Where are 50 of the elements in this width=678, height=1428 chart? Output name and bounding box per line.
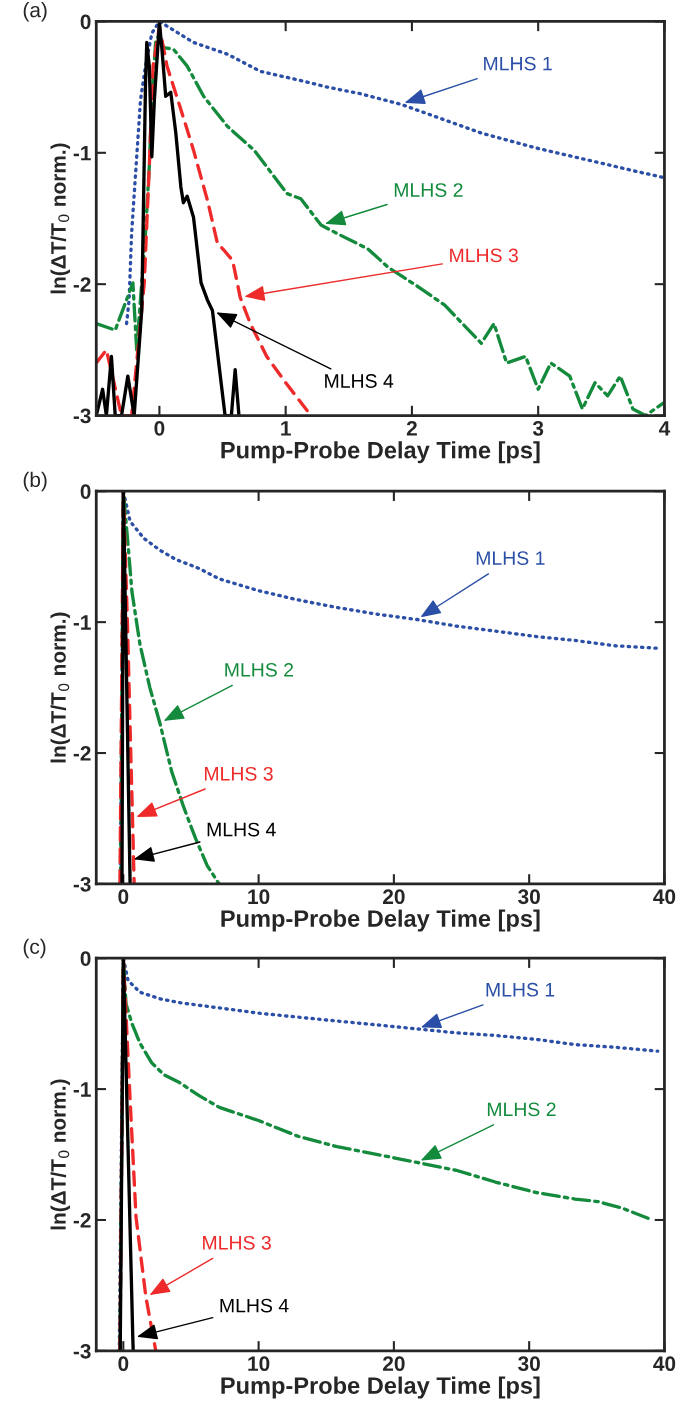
y-axis-title: ln(ΔT/T$_{0}$ norm.): [50, 1079, 70, 1230]
y-axis-title: ln(ΔT/T$_{0}$ norm.): [50, 612, 70, 763]
x-axis-title: Pump-Probe Delay Time [ps]: [221, 1376, 540, 1399]
x-tick-label: 10: [248, 1356, 270, 1372]
y-tick-label: -3: [73, 876, 91, 892]
text: MLHS 1: [476, 551, 545, 566]
text: (b): [23, 471, 47, 492]
text: MLHS 4: [220, 1298, 289, 1313]
x-tick-label: 30: [518, 889, 540, 905]
text: MLHS 2: [225, 662, 294, 677]
y-tick-label: 0: [80, 484, 91, 499]
text: MLHS 4: [207, 822, 276, 837]
text: (a): [23, 2, 47, 22]
y-tick-label: -2: [73, 277, 91, 292]
x-tick-label: 20: [383, 1356, 405, 1372]
x-tick-label: 0: [154, 420, 165, 436]
x-tick-label: 40: [653, 889, 676, 905]
x-axis-title: Pump-Probe Delay Time [ps]: [221, 441, 540, 464]
x-tick-label: 30: [518, 1356, 540, 1372]
text: MLHS 1: [484, 56, 552, 71]
text: MLHS 2: [394, 183, 463, 197]
series-label: MLHS 1: [486, 982, 555, 997]
x-tick-label: 2: [406, 420, 417, 436]
y-tick-label: -1: [73, 1082, 91, 1097]
line-series: [124, 21, 665, 326]
y-tick-label: -3: [73, 1343, 91, 1359]
text: MLHS 3: [203, 1235, 271, 1250]
text: MLHS 3: [204, 766, 273, 781]
x-tick-label: 0: [118, 1356, 129, 1372]
x-tick-label: 0: [118, 889, 129, 905]
x-tick-label: 20: [383, 889, 405, 905]
text: MLHS 3: [450, 248, 518, 263]
y-tick-label: -2: [73, 1212, 91, 1228]
text: MLHS 4: [325, 374, 394, 388]
text: (c): [23, 938, 46, 959]
x-tick-label: 1: [281, 421, 291, 436]
y-tick-label: -1: [73, 146, 91, 161]
y-axis-title: ln(ΔT/T$_{0}$ norm.): [50, 143, 70, 294]
x-tick-label: 3: [532, 420, 544, 436]
y-tick-label: 0: [80, 14, 91, 30]
y-tick-label: -1: [73, 615, 91, 630]
line-series: [120, 491, 132, 884]
x-tick-label: 4: [658, 421, 671, 436]
x-tick-label: 10: [248, 889, 270, 905]
text: MLHS 2: [487, 1102, 556, 1117]
y-tick-label: 0: [80, 951, 91, 966]
x-tick-label: 40: [653, 1356, 676, 1372]
y-tick-label: -3: [73, 408, 91, 424]
x-axis-title: Pump-Probe Delay Time [ps]: [221, 909, 540, 932]
y-tick-label: -2: [73, 746, 91, 761]
